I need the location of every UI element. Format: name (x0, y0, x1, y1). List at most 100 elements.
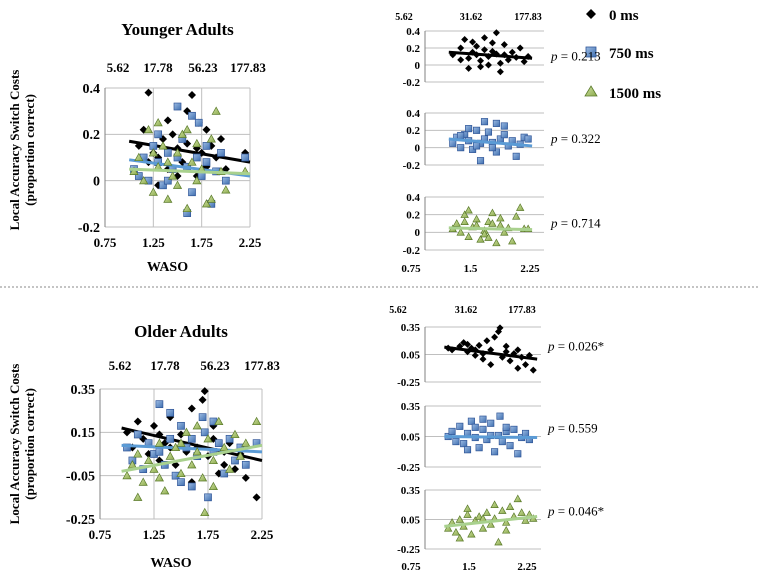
ylabel-line1: Local Accuracy Switch Costs (7, 70, 22, 231)
y-tick-label: 0.35 (71, 383, 96, 398)
data-point (241, 438, 251, 447)
triangle-marker-icon (584, 85, 598, 97)
data-point (159, 181, 167, 190)
data-point (158, 141, 168, 150)
data-point (144, 88, 153, 97)
y-tick-label: 0 (93, 175, 100, 190)
data-point (165, 451, 175, 460)
x-tick-label: 2.25 (239, 235, 262, 250)
data-point (172, 180, 183, 189)
data-point (123, 443, 131, 452)
data-point (163, 194, 173, 203)
data-point (461, 36, 469, 43)
y-tick-label: -0.2 (403, 245, 421, 257)
data-point (181, 427, 191, 436)
y-tick-label: 0.4 (406, 108, 420, 120)
data-point (201, 199, 212, 208)
y-tick-label: 0.35 (401, 401, 421, 413)
x-tick-label: 0.75 (89, 527, 112, 542)
data-point (464, 232, 473, 240)
data-point (457, 131, 465, 140)
data-point (465, 125, 473, 133)
x-axis-label: WASO (147, 260, 188, 275)
x-tick-label: 1.5 (462, 561, 476, 573)
data-point (524, 135, 532, 143)
series-1500-ms (448, 203, 533, 247)
data-point (479, 425, 487, 433)
ylabel-younger: Local Accuracy Switch Costs (proportion … (7, 70, 37, 231)
data-point (474, 512, 484, 520)
y-tick-label: 0.2 (406, 210, 420, 222)
data-point (502, 342, 510, 350)
data-point (517, 508, 526, 516)
data-point (449, 139, 457, 147)
y-tick-label: 0.2 (83, 128, 101, 143)
data-point (192, 175, 202, 185)
data-point (500, 122, 508, 130)
data-point (457, 144, 465, 152)
data-point (521, 516, 530, 524)
data-point (471, 423, 479, 431)
data-point (491, 448, 499, 456)
data-point (188, 90, 196, 99)
data-point (488, 219, 497, 227)
ylabel-line1: Local Accuracy Switch Costs (7, 364, 22, 525)
data-point (463, 510, 472, 518)
chart-panels: -0.2 0 0.2 0.4 0.75 1.25 1.75 2.25 5.62 17.78 56.2… (66, 12, 604, 573)
data-point (168, 130, 177, 139)
series-0-ms (444, 324, 538, 374)
data-point (133, 417, 142, 426)
data-point (144, 455, 154, 465)
data-point (483, 337, 491, 345)
data-point (176, 468, 186, 478)
data-point (506, 442, 514, 450)
data-point (202, 125, 211, 134)
y-tick-label: -0.25 (397, 377, 420, 389)
data-point (163, 176, 172, 185)
data-point (252, 493, 261, 502)
ylabel-older: Local Accuracy Switch Costs (proportion … (7, 364, 37, 525)
data-point (502, 423, 510, 431)
y-tick-label: 0.15 (71, 426, 96, 441)
data-point (444, 524, 453, 532)
data-point (153, 118, 163, 127)
data-point (211, 106, 221, 115)
x-tick-label: 2.25 (520, 263, 540, 275)
data-point (192, 421, 202, 430)
data-point (200, 387, 209, 396)
data-point (214, 416, 224, 426)
data-point (484, 128, 493, 136)
data-point (206, 194, 216, 203)
data-point (148, 148, 158, 157)
y-tick-label: 0.2 (406, 125, 420, 137)
panel-younger-0ms: -0.2 0 0.2 0.4 5.62 31.62 177.83 p = 0.213 (395, 12, 600, 89)
y-tick-label: 0.4 (406, 192, 420, 204)
x-tick-label: 0.75 (401, 263, 421, 275)
p-value-label: p = 0.322 (550, 131, 601, 146)
data-point (155, 447, 164, 456)
trend-line (448, 137, 533, 148)
top-axis-label: 56.23 (200, 358, 230, 373)
data-point (478, 524, 488, 532)
data-point (484, 233, 493, 241)
trend-line (444, 435, 538, 440)
data-point (512, 152, 520, 160)
top-axis-label: 177.83 (508, 305, 536, 316)
data-point (217, 149, 225, 157)
y-tick-label: -0.25 (397, 544, 420, 556)
data-point (488, 39, 496, 47)
data-point (479, 415, 487, 423)
data-point (148, 187, 158, 196)
data-point (500, 228, 509, 236)
series-1500-ms (444, 494, 538, 546)
data-point (496, 59, 504, 67)
data-point (194, 118, 203, 127)
p-value-label: p = 0.559 (547, 421, 598, 436)
data-point (488, 144, 496, 152)
data-point (166, 434, 175, 443)
x-tick-label: 2.25 (517, 561, 537, 573)
chart-title: Younger Adults (121, 20, 234, 39)
data-point (465, 64, 473, 72)
data-point (177, 430, 185, 439)
y-tick-label: 0.05 (401, 431, 421, 443)
